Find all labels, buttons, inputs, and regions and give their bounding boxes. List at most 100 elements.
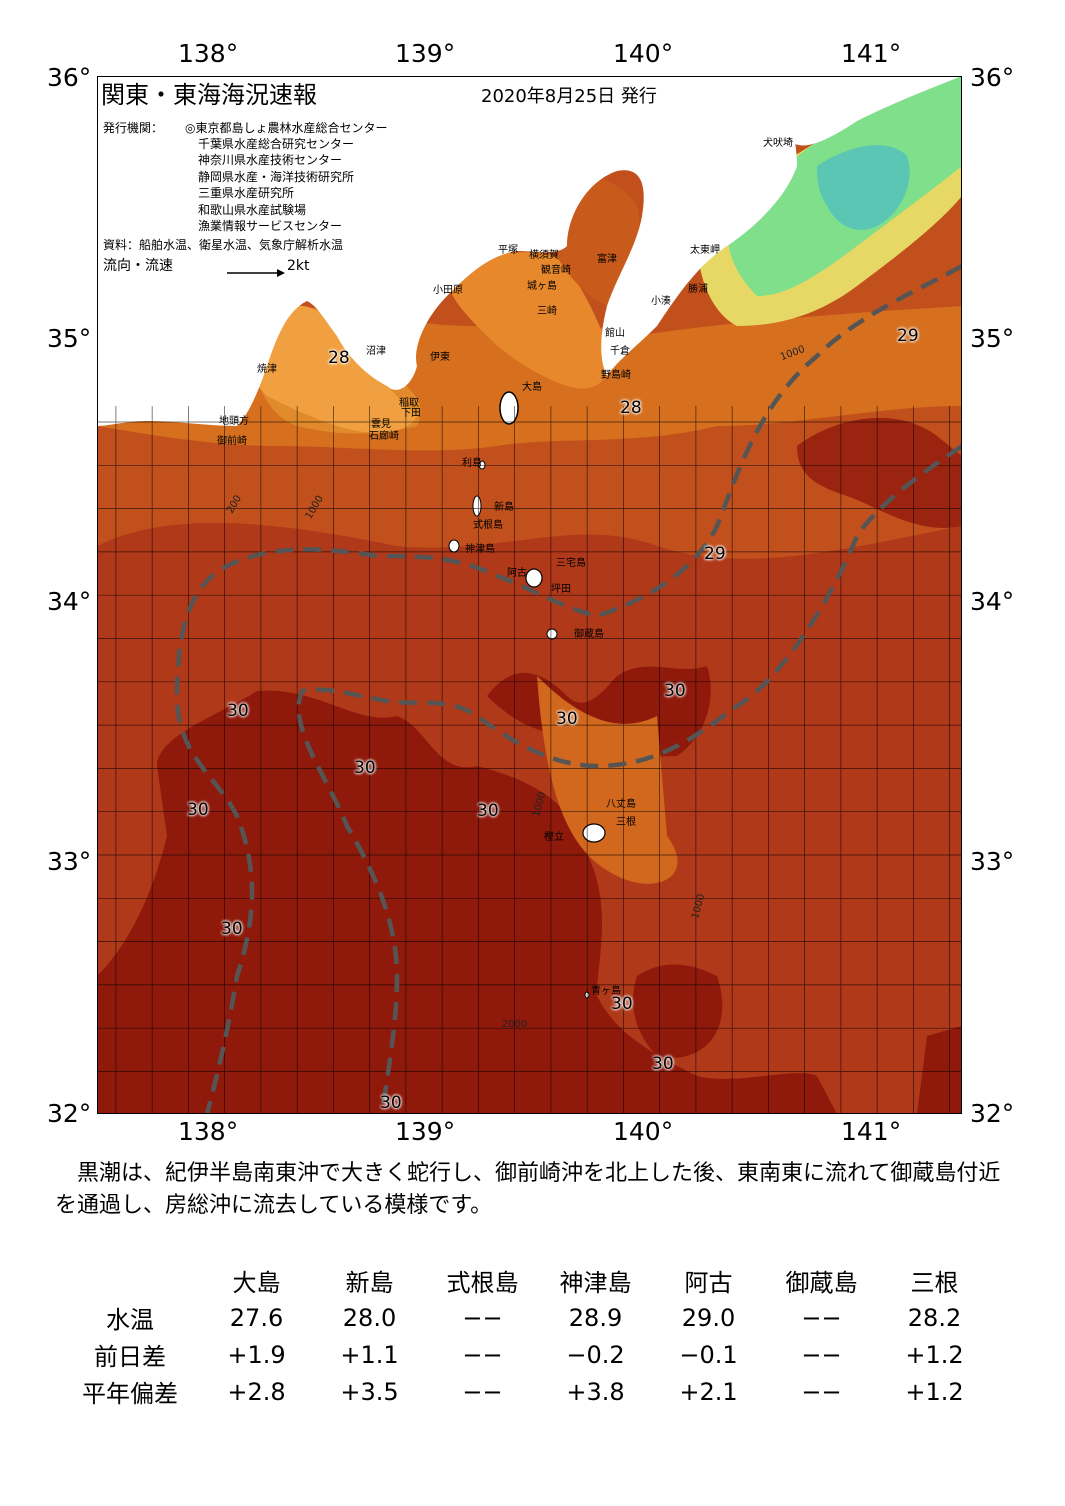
lat-label-left: 33° [47, 847, 92, 876]
lon-label-bottom: 138° [178, 1117, 239, 1146]
lon-label-top: 139° [395, 39, 456, 68]
table-row: 前日差 +1.9 +1.1 −− −0.2 −0.1 −− +1.2 [60, 1336, 991, 1373]
place-niijima: 新島 [494, 502, 514, 513]
temperature-label: 30 [380, 1093, 402, 1113]
table-row: 平年偏差 +2.8 +3.5 −− +3.8 +2.1 −− +1.2 [60, 1373, 991, 1410]
temperature-label: 30 [664, 681, 686, 701]
table-cell: 27.6 [229, 1303, 284, 1332]
place-taitomisaki: 太東岬 [690, 245, 720, 256]
place-jogashima: 城ヶ島 [527, 281, 557, 292]
place-toshima: 利島 [462, 458, 482, 469]
sea-zone-cold-core [817, 145, 910, 230]
lat-label-right: 36° [970, 63, 1015, 92]
table-header-row: 大島 新島 式根島 神津島 阿古 御蔵島 三根 [60, 1262, 991, 1299]
table-cell: +2.8 [227, 1377, 286, 1406]
lat-label-right: 32° [970, 1099, 1015, 1128]
source-text: 資料：船舶水温、衛星水温、気象庁解析水温 [103, 238, 344, 252]
place-mikurajima: 御蔵島 [574, 629, 604, 640]
table-cell: 28.9 [568, 1303, 623, 1332]
table-cell: +3.8 [566, 1377, 625, 1406]
lon-label-bottom: 141° [841, 1117, 902, 1146]
table-cell: −0.2 [566, 1340, 625, 1369]
publisher-label: 発行機関： [103, 121, 164, 135]
place-kashitate: 樫立 [544, 832, 564, 843]
place-numazu: 沼津 [366, 346, 386, 357]
table-corner [60, 1262, 200, 1299]
issue-date: 2020年8月25日 発行 [481, 86, 657, 107]
place-futtsu: 富津 [597, 254, 617, 265]
lon-label-bottom: 139° [395, 1117, 456, 1146]
place-hiratsuka: 平塚 [498, 245, 518, 256]
temperature-label: 28 [328, 348, 350, 368]
place-ako: 阿古 [507, 568, 527, 579]
lat-label-left: 32° [47, 1099, 92, 1128]
island-oshima [499, 391, 519, 425]
island-miyakejima [525, 568, 543, 588]
current-legend-label: 流向・流速 [103, 258, 173, 274]
table-column-header: 大島 [232, 1269, 281, 1297]
lat-lon-grid [97, 406, 962, 1114]
temperature-label: 30 [354, 758, 376, 778]
temperature-label: 30 [227, 701, 249, 721]
sea-zone-28-suruga [247, 305, 417, 433]
lon-label-bottom: 140° [613, 1117, 674, 1146]
table-cell: −− [462, 1377, 503, 1406]
place-nojimazaki: 野島崎 [601, 370, 631, 381]
sea-zone-hachijo [537, 676, 678, 884]
temperature-label: 30 [221, 919, 243, 939]
temperature-label: 28 [620, 398, 642, 418]
temperature-label: 30 [652, 1054, 674, 1074]
place-shimoda: 下田 [401, 408, 421, 419]
place-irozaki: 石廊崎 [369, 431, 399, 442]
temperature-label: 29 [704, 544, 726, 564]
temperature-label: 30 [611, 994, 633, 1014]
sea-temperature-map: 関東・東海海況速報 2020年8月25日 発行 発行機関： ◎東京都島しょ農林水… [97, 76, 962, 1114]
place-ito: 伊東 [430, 352, 450, 363]
depth-label: 2000 [502, 1019, 528, 1030]
land-boso-north [777, 76, 962, 146]
island-hachijojima [582, 823, 606, 843]
lat-label-left: 35° [47, 324, 92, 353]
temperature-label: 30 [477, 801, 499, 821]
table-cell: +3.5 [340, 1377, 399, 1406]
place-aogashima: 青ヶ島 [591, 986, 621, 997]
table-cell: +2.1 [679, 1377, 738, 1406]
lat-label-right: 35° [970, 324, 1015, 353]
place-chikura: 千倉 [610, 346, 630, 357]
place-mera: 雲見 [371, 419, 391, 430]
lat-label-right: 34° [970, 587, 1015, 616]
lon-label-top: 141° [841, 39, 902, 68]
observation-table: 大島 新島 式根島 神津島 阿古 御蔵島 三根 水温 27.6 28.0 −− … [60, 1262, 991, 1410]
place-mitsune: 三根 [616, 817, 636, 828]
place-jitokata: 地頭方 [219, 416, 249, 427]
lon-label-top: 138° [178, 39, 239, 68]
publisher-item: 神奈川県水産技術センター [198, 153, 343, 167]
table-cell: −− [801, 1303, 842, 1332]
table-column-header: 御蔵島 [785, 1269, 858, 1297]
map-title: 関東・東海海況速報 [101, 81, 317, 109]
lon-label-top: 140° [613, 39, 674, 68]
current-legend-value: 2kt [287, 258, 310, 274]
description-text: 黒潮は、紀伊半島南東沖で大きく蛇行し、御前崎沖を北上した後、東南東に流れて御蔵島… [55, 1161, 1001, 1218]
table-column-header: 阿古 [684, 1269, 733, 1297]
place-shikinejima: 式根島 [473, 520, 503, 531]
publisher-item: ◎東京都島しょ農林水産総合センター [185, 121, 388, 135]
place-inatori: 稲取 [399, 398, 419, 409]
place-tateyama: 館山 [605, 328, 625, 339]
place-hachijojima: 八丈島 [606, 799, 636, 810]
temperature-label: 30 [187, 800, 209, 820]
table-row: 水温 27.6 28.0 −− 28.9 29.0 −− 28.2 [60, 1299, 991, 1336]
table-cell: −− [462, 1340, 503, 1369]
table-row-header: 水温 [106, 1306, 154, 1334]
island-mikurajima [546, 628, 558, 640]
lat-label-left: 34° [47, 587, 92, 616]
table-cell: +1.1 [340, 1340, 399, 1369]
place-tsubota: 坪田 [551, 584, 571, 595]
publisher-item: 千葉県水産総合研究センター [198, 137, 355, 151]
table-row-header: 平年偏差 [82, 1380, 178, 1408]
table-cell: 29.0 [681, 1303, 736, 1332]
table-column-header: 新島 [345, 1269, 394, 1297]
place-yokosuka: 横須賀 [529, 250, 559, 261]
table-cell: −− [801, 1377, 842, 1406]
place-misaki: 三崎 [537, 306, 557, 317]
